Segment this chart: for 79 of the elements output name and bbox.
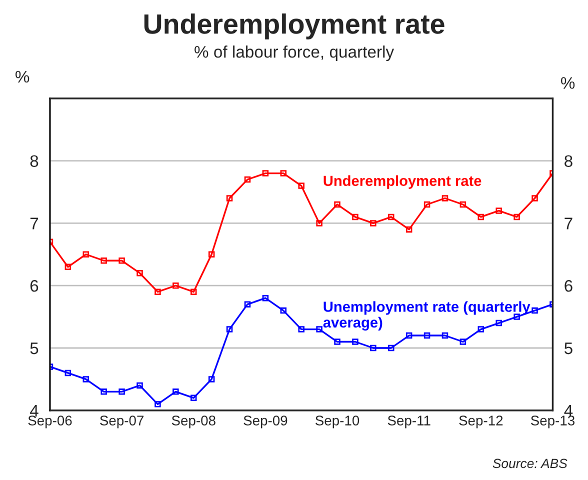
point <box>352 338 358 345</box>
point <box>172 388 179 395</box>
y2-tick-label: 8 <box>564 155 572 168</box>
y2-tick-label: 6 <box>564 280 572 292</box>
point <box>262 170 269 176</box>
point <box>370 220 376 226</box>
point <box>154 401 161 408</box>
line-series <box>50 170 553 295</box>
x-tick-label: Sep-07 <box>100 416 144 428</box>
point <box>82 376 90 382</box>
point <box>190 394 197 402</box>
series-label: Unemployment rate (quarterly average) <box>323 301 530 331</box>
point <box>460 201 466 208</box>
point <box>100 258 107 264</box>
point <box>190 288 197 295</box>
point <box>442 332 448 339</box>
point <box>172 282 179 289</box>
point <box>532 195 538 202</box>
x-tick-label: Sep-09 <box>244 416 288 428</box>
point <box>226 195 233 202</box>
point <box>388 214 394 220</box>
point <box>352 214 358 220</box>
y-tick-label: 7 <box>30 218 38 230</box>
point <box>280 307 287 314</box>
point <box>496 320 502 326</box>
series-label: Underemployment rate <box>324 175 482 189</box>
y-tick-label: 4 <box>30 404 38 416</box>
point <box>460 338 466 345</box>
point <box>334 201 340 208</box>
chart-title: Underemployment rate <box>144 13 444 40</box>
point <box>478 326 484 332</box>
x-tick-label: Sep-08 <box>172 416 216 428</box>
point <box>118 388 125 395</box>
y-axis-title: % <box>16 70 30 83</box>
point <box>298 182 304 189</box>
x-tick-label: Sep-13 <box>530 416 575 428</box>
point <box>226 326 233 332</box>
chart-subtitle: % of labour force, quarterly <box>194 46 394 62</box>
point <box>388 344 394 352</box>
point <box>532 307 538 314</box>
point <box>316 220 322 226</box>
x-tick-label: Sep-10 <box>316 416 360 428</box>
point <box>370 344 376 352</box>
x-tick-label: Sep-06 <box>28 416 72 428</box>
y2-axis-title: % <box>560 77 575 89</box>
point <box>316 326 322 332</box>
point <box>64 264 72 270</box>
point <box>478 214 484 220</box>
y-tick-label: 8 <box>30 155 38 168</box>
y2-tick-label: 4 <box>564 404 573 416</box>
point <box>208 376 215 382</box>
point <box>262 294 269 302</box>
point <box>424 201 430 208</box>
y2-tick-label: 5 <box>564 342 572 354</box>
point <box>280 170 287 176</box>
point <box>334 338 340 345</box>
point <box>514 214 520 220</box>
point <box>136 270 143 276</box>
point <box>244 176 251 183</box>
point <box>442 195 448 202</box>
point <box>244 301 251 308</box>
point <box>496 208 502 214</box>
x-tick-label: Sep-12 <box>459 416 503 428</box>
point <box>100 388 107 395</box>
y-tick-label: 5 <box>30 342 38 354</box>
y2-tick-label: 7 <box>564 218 572 230</box>
point <box>154 288 161 295</box>
point <box>208 251 215 258</box>
point <box>406 332 412 339</box>
point <box>136 382 143 389</box>
point <box>82 251 90 258</box>
point <box>424 332 430 339</box>
source-note: Source: ABS <box>492 458 568 468</box>
point <box>406 226 412 233</box>
y-tick-label: 6 <box>30 280 38 292</box>
x-tick-label: Sep-11 <box>388 416 430 428</box>
point <box>64 370 72 376</box>
point <box>118 258 125 264</box>
point <box>298 326 304 332</box>
